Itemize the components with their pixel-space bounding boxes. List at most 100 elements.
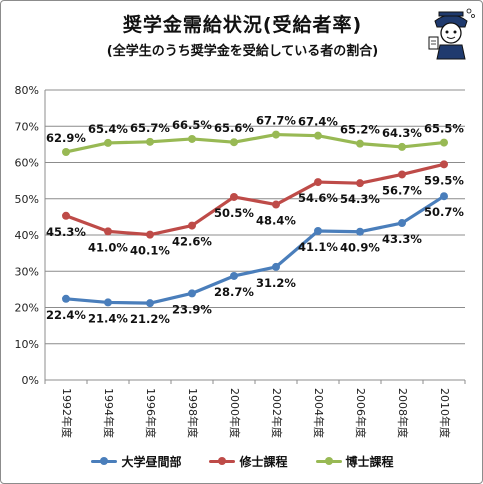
data-point xyxy=(104,298,112,307)
data-label: 22.4% xyxy=(46,308,86,322)
legend-swatch-doctor xyxy=(315,456,342,465)
data-point xyxy=(314,178,322,187)
data-point xyxy=(104,227,112,236)
data-point xyxy=(146,299,154,308)
legend-item-master: 修士課程 xyxy=(209,453,288,470)
data-point xyxy=(356,179,364,188)
x-tick-label: 1994年度 xyxy=(102,388,116,438)
x-tick-label: 1996年度 xyxy=(144,388,158,438)
legend-item-doctor: 博士課程 xyxy=(315,453,394,470)
data-point xyxy=(356,139,364,148)
series-line xyxy=(65,194,445,305)
data-point xyxy=(398,170,406,179)
data-point xyxy=(272,200,280,209)
data-point xyxy=(272,130,280,139)
data-point xyxy=(440,192,448,201)
data-point xyxy=(230,271,238,280)
data-label: 43.3% xyxy=(382,232,422,246)
data-label: 64.3% xyxy=(382,126,422,140)
legend-label-master: 修士課程 xyxy=(239,454,288,469)
data-label: 65.6% xyxy=(214,121,254,135)
data-point xyxy=(188,289,196,298)
x-tick-label: 1998年度 xyxy=(186,388,200,438)
series-line xyxy=(65,132,445,154)
x-tick-label: 2000年度 xyxy=(228,388,242,438)
data-label: 54.6% xyxy=(298,191,338,205)
data-point xyxy=(104,138,112,147)
y-tick-label: 60% xyxy=(15,157,39,170)
data-point xyxy=(188,134,196,143)
data-point xyxy=(62,211,70,220)
data-label: 50.7% xyxy=(424,205,464,219)
data-point xyxy=(398,142,406,151)
data-point xyxy=(62,147,70,156)
chart-subtitle: (全学生のうち奨学金を受給している者の割合) xyxy=(106,44,379,59)
data-label: 67.7% xyxy=(256,114,296,128)
data-label: 31.2% xyxy=(256,276,296,290)
data-label: 65.7% xyxy=(130,121,170,135)
chart-title: 奨学金需給状況(受給者率) xyxy=(122,14,363,36)
data-label: 65.5% xyxy=(424,122,464,136)
axes: 0% 10% 20% 30% 40% 50% 60% 70% 80% 1992年度 1994年度 19… xyxy=(15,84,466,438)
data-point xyxy=(188,221,196,230)
data-label: 21.2% xyxy=(130,312,170,326)
y-tick-label: 70% xyxy=(15,120,39,133)
x-tick-label: 1992年度 xyxy=(60,388,74,438)
legend: 大学昼間部 修士課程 博士課程 xyxy=(1,449,482,473)
data-label: 66.5% xyxy=(172,118,212,132)
data-label: 28.7% xyxy=(214,285,254,299)
legend-swatch-master xyxy=(209,456,236,465)
data-label: 40.9% xyxy=(340,241,380,255)
data-label: 41.0% xyxy=(88,240,128,254)
data-point xyxy=(398,219,406,228)
data-point xyxy=(272,262,280,271)
data-point xyxy=(314,227,322,236)
y-tick-label: 80% xyxy=(15,84,39,97)
data-label: 41.1% xyxy=(298,240,338,254)
series-lines xyxy=(62,130,448,308)
data-label: 62.9% xyxy=(46,131,86,145)
data-point xyxy=(62,294,70,303)
y-tick-label: 30% xyxy=(15,265,39,278)
data-point xyxy=(356,227,364,236)
x-tick-label: 2002年度 xyxy=(270,388,284,438)
data-label: 42.6% xyxy=(172,235,212,249)
x-tick-label: 2010年度 xyxy=(438,388,452,438)
data-label: 54.3% xyxy=(340,192,380,206)
data-point xyxy=(146,230,154,239)
y-tick-label: 0% xyxy=(22,374,39,387)
data-point xyxy=(230,138,238,147)
data-point xyxy=(230,192,238,201)
data-point xyxy=(146,137,154,146)
data-label: 23.9% xyxy=(172,302,212,316)
data-label: 59.5% xyxy=(424,173,464,187)
data-labels: 22.4% 21.4% 21.2%23.9%28.7%31.2% 41.1% 40.9%… xyxy=(46,114,464,327)
data-point xyxy=(314,131,322,140)
y-tick-label: 50% xyxy=(15,193,39,206)
x-tick-label: 2008年度 xyxy=(396,388,410,438)
series-line xyxy=(65,162,445,237)
data-point xyxy=(440,138,448,147)
data-label: 48.4% xyxy=(256,214,296,228)
legend-label-doctor: 博士課程 xyxy=(345,454,394,469)
data-label: 56.7% xyxy=(382,183,422,197)
y-tick-label: 10% xyxy=(15,338,39,351)
legend-swatch-undergrad xyxy=(91,456,118,465)
data-label: 45.3% xyxy=(46,225,86,239)
legend-item-undergrad: 大学昼間部 xyxy=(91,453,181,470)
x-tick-label: 2004年度 xyxy=(312,388,326,438)
y-tick-label: 20% xyxy=(15,302,39,315)
legend-label-undergrad: 大学昼間部 xyxy=(121,454,182,469)
data-label: 65.4% xyxy=(88,122,128,136)
data-label: 21.4% xyxy=(88,311,128,325)
data-label: 65.2% xyxy=(340,123,380,137)
y-tick-label: 40% xyxy=(15,229,39,242)
mascot-illustration xyxy=(428,8,475,60)
x-tick-label: 2006年度 xyxy=(354,388,368,438)
data-point xyxy=(440,160,448,169)
data-label: 40.1% xyxy=(130,244,170,258)
data-label: 50.5% xyxy=(214,206,254,220)
data-label: 67.4% xyxy=(298,115,338,129)
